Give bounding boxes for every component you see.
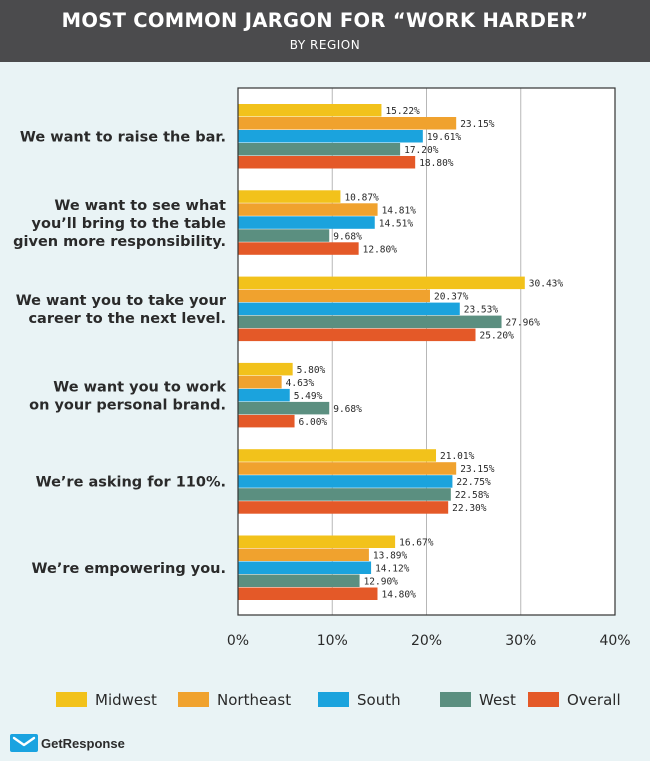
- bar-overall: [238, 242, 359, 255]
- category-label: We want you to take your career to the ne…: [16, 293, 227, 327]
- bar-midwest: [238, 362, 293, 376]
- brand-logo-text: GetResponse: [41, 735, 125, 751]
- data-label: 14.81%: [382, 205, 417, 216]
- header-bar: MOST COMMON JARGON FOR “WORK HARDER” BY …: [0, 0, 650, 62]
- data-label: 14.12%: [375, 564, 410, 575]
- data-label: 23.53%: [464, 305, 499, 316]
- data-label: 20.37%: [434, 292, 469, 303]
- legend-label-midwest: Midwest: [95, 691, 157, 709]
- category-label: We want you to work on your personal bran…: [29, 379, 226, 413]
- data-label: 4.63%: [286, 378, 315, 389]
- category-label: We’re asking for 110%.: [36, 475, 226, 491]
- legend-label-overall: Overall: [567, 691, 621, 709]
- envelope-icon: [10, 734, 38, 752]
- x-tick-label: 30%: [505, 633, 536, 649]
- bar-northeast: [238, 462, 457, 475]
- bar-midwest: [238, 104, 382, 117]
- data-label: 9.68%: [333, 404, 362, 415]
- data-label: 30.43%: [529, 279, 564, 290]
- bar-overall: [238, 156, 416, 169]
- data-label: 6.00%: [299, 417, 328, 428]
- bar-northeast: [238, 117, 457, 130]
- x-tick-label: 40%: [599, 633, 630, 649]
- bar-west: [238, 574, 360, 587]
- legend-swatch-west: [440, 692, 471, 707]
- data-label: 13.89%: [373, 551, 408, 562]
- chart-title: MOST COMMON JARGON FOR “WORK HARDER”: [61, 9, 589, 32]
- brand-logo: GetResponse: [10, 733, 125, 753]
- bar-northeast: [238, 289, 430, 303]
- data-label: 18.80%: [419, 158, 454, 169]
- bar-overall: [238, 414, 295, 428]
- legend-label-west: West: [479, 691, 516, 709]
- data-label: 15.22%: [385, 106, 420, 117]
- legend-swatch-northeast: [178, 692, 209, 707]
- data-label: 27.96%: [506, 318, 541, 329]
- data-label: 23.15%: [460, 464, 495, 475]
- bar-south: [238, 475, 453, 488]
- legend-label-south: South: [357, 691, 401, 709]
- data-label: 21.01%: [440, 451, 475, 462]
- bar-south: [238, 388, 290, 402]
- bar-west: [238, 488, 451, 501]
- x-tick-label: 10%: [317, 633, 348, 649]
- data-label: 22.75%: [456, 477, 491, 488]
- data-label: 14.80%: [381, 590, 416, 601]
- legend-swatch-south: [318, 692, 349, 707]
- bar-midwest: [238, 535, 396, 548]
- data-label: 23.15%: [460, 119, 495, 130]
- bar-midwest: [238, 449, 437, 462]
- legend-swatch-midwest: [56, 692, 87, 707]
- data-label: 25.20%: [480, 331, 515, 342]
- chart-subtitle: BY REGION: [289, 38, 361, 52]
- x-tick-label: 20%: [411, 633, 442, 649]
- bar-northeast: [238, 203, 378, 216]
- bar-midwest: [238, 276, 525, 290]
- data-label: 22.30%: [452, 503, 487, 514]
- data-label: 12.80%: [363, 244, 398, 255]
- data-label: 10.87%: [344, 192, 379, 203]
- bar-overall: [238, 501, 449, 514]
- bar-south: [238, 561, 372, 574]
- data-label: 5.49%: [294, 391, 323, 402]
- data-label: 22.58%: [455, 490, 490, 501]
- data-label: 14.51%: [379, 218, 414, 229]
- bar-west: [238, 143, 401, 156]
- bar-west: [238, 315, 502, 329]
- bar-northeast: [238, 548, 369, 561]
- category-label: We want to raise the bar.: [20, 130, 226, 146]
- bar-midwest: [238, 190, 341, 203]
- data-label: 12.90%: [364, 577, 399, 588]
- data-label: 17.20%: [404, 145, 439, 156]
- bar-south: [238, 302, 460, 316]
- data-label: 16.67%: [399, 538, 434, 549]
- bar-overall: [238, 328, 476, 342]
- legend-label-northeast: Northeast: [217, 691, 291, 709]
- category-label: We’re empowering you.: [32, 561, 226, 577]
- x-tick-label: 0%: [227, 633, 249, 649]
- bar-west: [238, 401, 330, 415]
- data-label: 9.68%: [333, 231, 362, 242]
- bar-west: [238, 229, 330, 242]
- bar-overall: [238, 587, 378, 600]
- data-label: 5.80%: [297, 365, 326, 376]
- bar-northeast: [238, 375, 282, 389]
- bar-south: [238, 130, 423, 143]
- data-label: 19.61%: [427, 132, 462, 143]
- bar-south: [238, 216, 375, 229]
- category-label: We want to see what you’ll bring to the t…: [13, 198, 226, 250]
- legend-swatch-overall: [528, 692, 559, 707]
- plot-frame: [237, 87, 616, 616]
